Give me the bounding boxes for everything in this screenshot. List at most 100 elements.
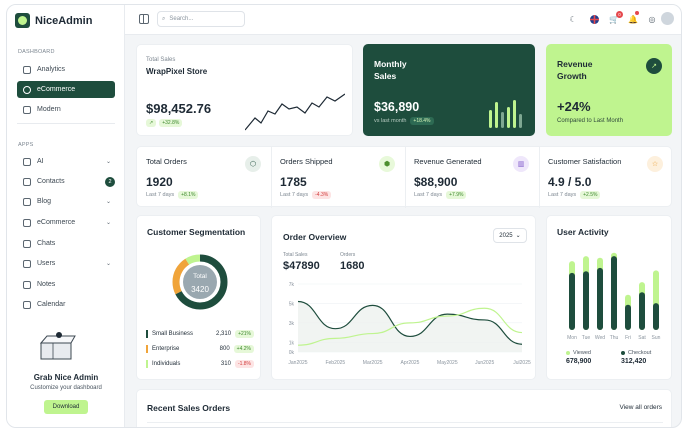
card-title: Recent Sales Orders (147, 403, 231, 413)
sidebar-item-calendar[interactable]: Calendar (17, 296, 125, 313)
ecommerce-icon (23, 85, 31, 94)
monthly-title-line1: Monthly (374, 59, 407, 69)
customer-segmentation-card: Customer Segmentation Total 3420 Small B… (136, 215, 261, 380)
bar-checkout (597, 267, 603, 330)
divider (17, 123, 115, 124)
revenue-icon: ▥ (513, 156, 529, 172)
sidebar-item-label: Modern (37, 106, 61, 113)
stat-title: Revenue Generated (414, 157, 482, 166)
sidebar-item-label: Calendar (37, 301, 66, 308)
sidebar-item-users[interactable]: Users ⌄ (17, 255, 125, 272)
legend-row: Enterprise 800 +4.2% (146, 341, 254, 356)
recent-sales-orders-card: Recent Sales Orders View all orders (136, 389, 672, 427)
search-placeholder: Search... (169, 16, 194, 22)
sidebar-item-notes[interactable]: Notes (17, 276, 125, 293)
x-tick-label: Jul2025 (513, 360, 531, 366)
trend-up-icon: ↗ (646, 58, 662, 74)
order-overview-line-chart: 0k 1k 3k 5k 7k Jan2025 Feb2025 Mar2025 Apr2025 Ma… (288, 282, 531, 366)
year-select-value: 2025 (499, 232, 513, 239)
stat-period: Last 7 days (146, 192, 175, 198)
legend-swatch (566, 351, 570, 355)
sidebar-toggle-icon[interactable] (139, 14, 149, 24)
arrow-up-icon: ↗ (146, 119, 157, 127)
notification-dot (635, 11, 639, 15)
promo-subtitle: Customize your dashboard (30, 385, 102, 391)
bar-checkout (639, 292, 645, 330)
brand[interactable]: NiceAdmin (15, 13, 92, 28)
stat-customer-satisfaction: Customer Satisfaction 4.9 / 5.0 Last 7 d… (539, 147, 673, 208)
stat-footer: Last 7 days -4.3% (280, 191, 332, 199)
legend-change: +4.2% (233, 344, 254, 353)
bar-checkout (611, 256, 617, 330)
store-name: WrapPixel Store (146, 67, 208, 76)
stat-value: 1920 (146, 175, 173, 189)
moon-icon[interactable]: ☾ (569, 14, 577, 24)
sidebar-item-analytics[interactable]: Analytics (17, 61, 125, 78)
stat-change-badge: -4.3% (312, 191, 332, 199)
stat-value: $88,900 (414, 175, 458, 189)
sidebar-item-label: AI (37, 158, 44, 165)
total-sales-value: $47890 (283, 260, 320, 272)
shipped-icon: ⬢ (379, 156, 395, 172)
topbar: ⌕ Search... ☾ 🛒 0 🔔 ◎ (125, 5, 681, 35)
legend-label: Viewed (573, 350, 591, 356)
sidebar-item-ecommerce[interactable]: eCommerce ⌄ (17, 214, 125, 231)
monthly-sales-value: $36,890 (374, 100, 420, 114)
sidebar-item-ai[interactable]: AI ⌄ (17, 153, 125, 170)
bell-icon[interactable]: 🔔 (628, 14, 638, 24)
total-sales-value: $98,452.76 (146, 101, 212, 116)
x-tick-label: Mon (567, 335, 577, 341)
legend-checkout: Checkout 312,420 (621, 350, 667, 365)
monthly-sales-compare: vs last month +18.4% (374, 117, 434, 125)
gift-box-illustration (39, 332, 76, 360)
sidebar-item-contacts[interactable]: Contacts 2 (17, 173, 125, 190)
revenue-title-line2: Growth (557, 71, 587, 81)
sidebar-item-label: Chats (37, 240, 56, 247)
cart-count-badge: 0 (616, 11, 623, 18)
series-line-1 (297, 307, 523, 346)
year-select[interactable]: 2025 ⌄ (493, 228, 527, 243)
stat-title: Customer Satisfaction (548, 157, 622, 166)
analytics-icon (23, 65, 31, 74)
sidebar-item-label: Notes (37, 281, 56, 288)
donut-slice (172, 254, 228, 310)
settings-icon[interactable]: ◎ (648, 14, 656, 24)
revenue-growth-card: Revenue Growth ↗ +24% Compared to Last M… (546, 44, 672, 136)
sidebar-item-blog[interactable]: Blog ⌄ (17, 193, 125, 210)
stat-value: 4.9 / 5.0 (548, 175, 592, 189)
users-icon (23, 259, 31, 268)
monthly-change-badge: +18.4% (410, 117, 434, 125)
user-activity-bar-chart: Mon Tue Wed Thu Fri Sat Sun (567, 252, 661, 341)
language-flag-icon[interactable] (589, 14, 599, 24)
cart-icon[interactable]: 🛒 (609, 14, 619, 24)
bar-checkout (583, 271, 589, 330)
sidebar-item-chats[interactable]: Chats (17, 235, 125, 252)
x-tick-label: Tue (582, 335, 591, 341)
legend-viewed: Viewed 678,900 (566, 350, 608, 365)
app-window: NiceAdmin DASHBOARD Analytics eCommerce … (6, 4, 682, 428)
contacts-count-badge: 2 (105, 176, 115, 187)
orders-value: 1680 (340, 260, 365, 272)
x-tick-label: Apr2025 (401, 360, 420, 366)
avatar[interactable] (661, 12, 674, 25)
bar-checkout (625, 304, 631, 330)
segmentation-donut (172, 254, 228, 310)
revenue-growth-value: +24% (557, 99, 591, 114)
stat-value: 1785 (280, 175, 307, 189)
revenue-title-line1: Revenue (557, 59, 593, 69)
view-all-orders-link[interactable]: View all orders (619, 404, 662, 411)
download-button[interactable]: Download (44, 400, 88, 414)
y-tick-label: 3k (289, 321, 295, 327)
sidebar-item-ecommerce-dashboard[interactable]: eCommerce (17, 81, 115, 98)
card-title: Customer Segmentation (147, 227, 246, 237)
bar-checkout (653, 303, 659, 330)
search-input[interactable]: ⌕ Search... (157, 11, 245, 27)
card-title: User Activity (557, 227, 609, 237)
x-tick-label: Sun (652, 335, 661, 341)
calendar-icon (23, 300, 31, 309)
sidebar-item-modern[interactable]: Modern (17, 101, 125, 118)
sales-sparkline (245, 93, 345, 131)
section-label-apps: APPS (18, 142, 34, 148)
stat-orders-shipped: Orders Shipped 1785 Last 7 days -4.3% ⬢ (271, 147, 405, 208)
legend-value: 310 (220, 360, 231, 367)
